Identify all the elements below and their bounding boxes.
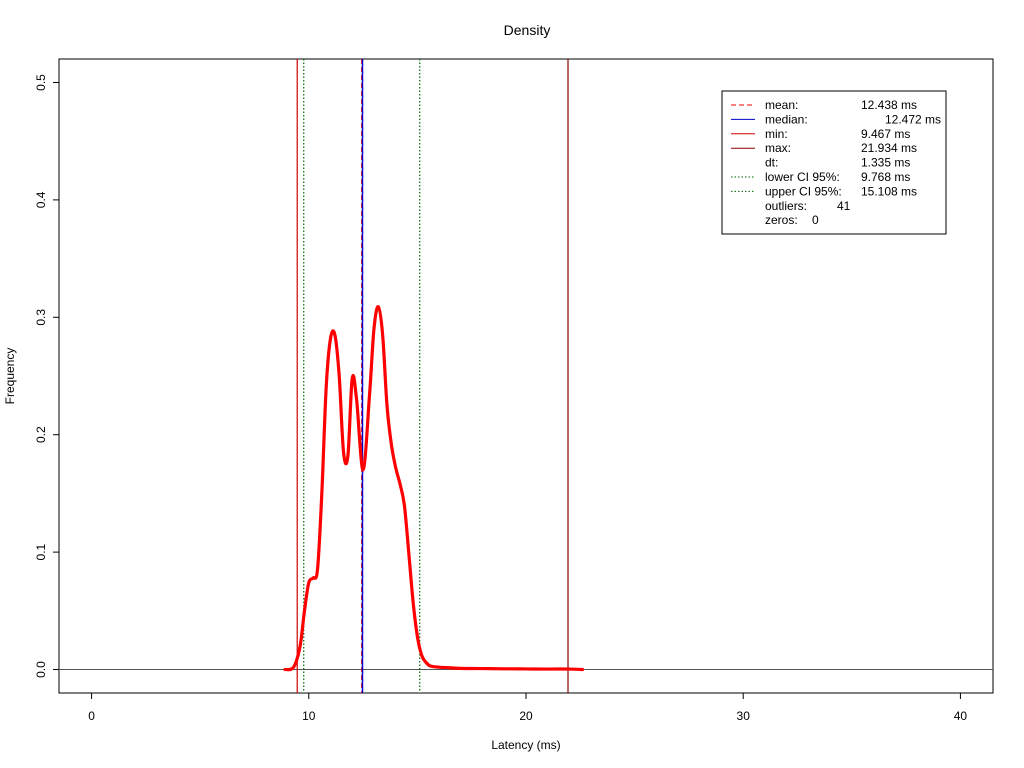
legend-value: 12.438 ms: [861, 98, 917, 112]
legend: mean: 12.438 ms median: 12.472 ms min: 9.467 …: [721, 90, 947, 235]
y-tick-label: 0.0: [34, 661, 48, 678]
y-tick-label: 0.3: [34, 309, 48, 326]
legend-label: lower CI 95%:: [765, 170, 840, 184]
y-tick-label: 0.1: [34, 543, 48, 560]
y-axis-title: Frequency: [3, 348, 17, 405]
density-curve: [283, 305, 585, 672]
legend-value: 0: [812, 213, 819, 227]
legend-value: 12.472 ms: [885, 112, 941, 126]
legend-label: min:: [765, 127, 788, 141]
y-tick-label: 0.2: [34, 426, 48, 443]
y-tick-label: 0.5: [34, 74, 48, 91]
legend-label: zeros:: [765, 213, 798, 227]
x-tick-label: 30: [737, 709, 751, 723]
legend-label: upper CI 95%:: [765, 184, 842, 198]
legend-value: 1.335 ms: [861, 156, 910, 170]
x-tick-label: 10: [302, 709, 316, 723]
x-tick-label: 40: [954, 709, 968, 723]
x-axis: 0 10 20 30 40: [88, 692, 968, 723]
legend-value: 9.467 ms: [861, 127, 910, 141]
legend-label: dt:: [765, 156, 778, 170]
legend-value: 21.934 ms: [861, 141, 917, 155]
legend-label: mean:: [765, 98, 798, 112]
legend-box: [721, 90, 947, 235]
chart-title: Density: [504, 22, 551, 38]
y-axis: 0.0 0.1 0.2 0.3 0.4 0.5: [34, 74, 60, 678]
x-axis-title: Latency (ms): [491, 738, 560, 752]
x-tick-label: 0: [88, 709, 95, 723]
legend-label: max:: [765, 141, 791, 155]
x-tick-label: 20: [519, 709, 533, 723]
legend-label: median:: [765, 112, 808, 126]
legend-value: 15.108 ms: [861, 184, 917, 198]
plot-layer: [59, 59, 993, 693]
legend-value: 41: [837, 199, 851, 213]
legend-label: outliers:: [765, 199, 807, 213]
y-tick-label: 0.4: [34, 191, 48, 208]
legend-value: 9.768 ms: [861, 170, 910, 184]
